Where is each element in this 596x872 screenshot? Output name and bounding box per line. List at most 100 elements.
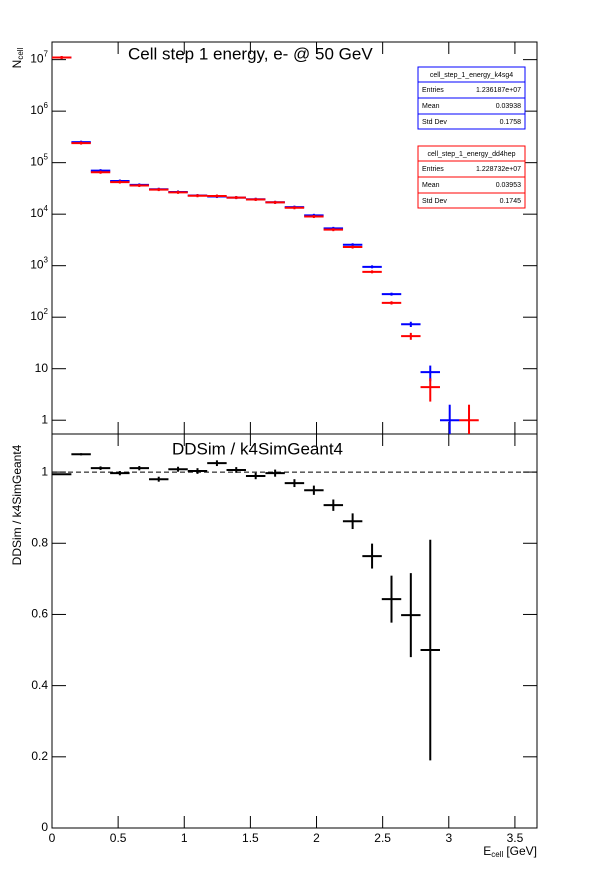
y-label-main: N (10, 60, 24, 69)
data-point (362, 543, 382, 569)
data-point (149, 188, 169, 192)
x-tick-label: 1.5 (242, 831, 259, 845)
data-point (265, 200, 285, 204)
y-tick-label: 106 (30, 101, 48, 117)
tick-base: 10 (30, 258, 44, 272)
x-tick-label: 0 (49, 831, 56, 845)
data-point (51, 473, 72, 476)
data-point (420, 378, 440, 402)
data-point (226, 196, 246, 200)
y-tick-label: 107 (30, 50, 48, 66)
data-point (362, 265, 382, 269)
stat-label: Mean (422, 182, 440, 189)
stat-value: 0.03953 (496, 182, 521, 189)
stat-value: 1.228732e+07 (476, 166, 521, 173)
data-point (51, 56, 72, 60)
data-point (168, 466, 188, 472)
stat-label: Std Dev (422, 119, 447, 126)
stat-value: 0.1758 (500, 119, 522, 126)
data-point (90, 170, 111, 174)
x-tick-label: 3 (445, 831, 452, 845)
y-tick-label: 1 (41, 412, 48, 426)
data-point (71, 453, 91, 456)
tick-exp: 3 (44, 256, 49, 265)
x-label-main: E (483, 844, 491, 858)
data-point (110, 180, 130, 184)
y-tick-label: 1 (41, 464, 48, 478)
data-point (401, 321, 421, 328)
data-point (245, 197, 266, 201)
data-point (71, 141, 91, 145)
y-tick-label: 0.2 (31, 749, 48, 763)
y-tick-label: 0.6 (31, 607, 48, 621)
data-point (284, 479, 305, 488)
x-label-sub: cell (491, 850, 503, 859)
data-point (284, 206, 305, 210)
x-tick-label: 2.5 (374, 831, 391, 845)
data-point (323, 499, 344, 511)
data-point (459, 404, 479, 434)
data-point (401, 332, 421, 340)
legend-label: cell_step_1_energy_k4sg4 (430, 72, 513, 79)
data-point (129, 184, 150, 188)
data-point (381, 575, 402, 623)
data-point (129, 466, 150, 471)
legend-label: cell_step_1_energy_dd4hep (428, 151, 516, 158)
y-tick-label: 0.4 (31, 678, 48, 692)
y-label: Ncell (10, 47, 25, 68)
stat-label: Mean (422, 103, 440, 110)
data-point (304, 215, 324, 219)
tick-exp: 4 (44, 204, 49, 213)
data-point (187, 194, 208, 198)
tick-base: 10 (30, 103, 44, 117)
y-tick-label: 103 (30, 256, 48, 272)
y-tick-label: 102 (30, 307, 48, 323)
tick-base: 10 (30, 309, 44, 323)
ratio-frame (51, 433, 538, 829)
data-point (439, 404, 460, 434)
data-point (265, 469, 285, 477)
y-tick-label: 104 (30, 204, 48, 220)
data-point (342, 245, 363, 249)
stat-value: 0.1745 (500, 198, 522, 205)
data-point (245, 472, 266, 480)
tick-base: 10 (30, 155, 44, 169)
stat-label: Std Dev (422, 198, 447, 205)
data-point (420, 539, 440, 761)
x-label: Ecell [GeV] (483, 844, 537, 859)
y-label-sub: cell (16, 47, 25, 59)
data-point (342, 513, 363, 530)
data-point (207, 194, 227, 198)
data-point (362, 270, 382, 274)
stat-label: Entries (422, 87, 444, 94)
data-point (149, 476, 169, 482)
tick-exp: 2 (44, 307, 49, 316)
tick-exp: 7 (44, 50, 49, 59)
x-tick-label: 1 (181, 831, 188, 845)
stat-label: Entries (422, 166, 444, 173)
data-point (381, 292, 402, 296)
x-tick-label: 2 (313, 831, 320, 845)
data-point (207, 460, 227, 467)
ratio-title: DDSim / k4SimGeant4 (172, 439, 343, 458)
x-label-unit: [GeV] (506, 844, 537, 858)
data-point (323, 228, 344, 232)
ratio-y-label: DDSim / k4SimGeant4 (10, 444, 24, 565)
data-point (304, 485, 324, 495)
stat-value: 1.236187e+07 (476, 87, 521, 94)
x-tick-label: 3.5 (507, 831, 524, 845)
x-tick-label: 0.5 (110, 831, 127, 845)
stat-value: 0.03938 (496, 103, 521, 110)
tick-base: 10 (30, 206, 44, 220)
data-point (168, 190, 188, 194)
y-tick-label: 105 (30, 153, 48, 169)
data-point (381, 301, 402, 305)
y-tick-label: 0.8 (31, 535, 48, 549)
y-tick-label: 0 (41, 820, 48, 834)
tick-exp: 6 (44, 101, 49, 110)
tick-exp: 5 (44, 153, 49, 162)
tick-base: 10 (30, 52, 44, 66)
y-tick-label: 10 (35, 361, 49, 375)
